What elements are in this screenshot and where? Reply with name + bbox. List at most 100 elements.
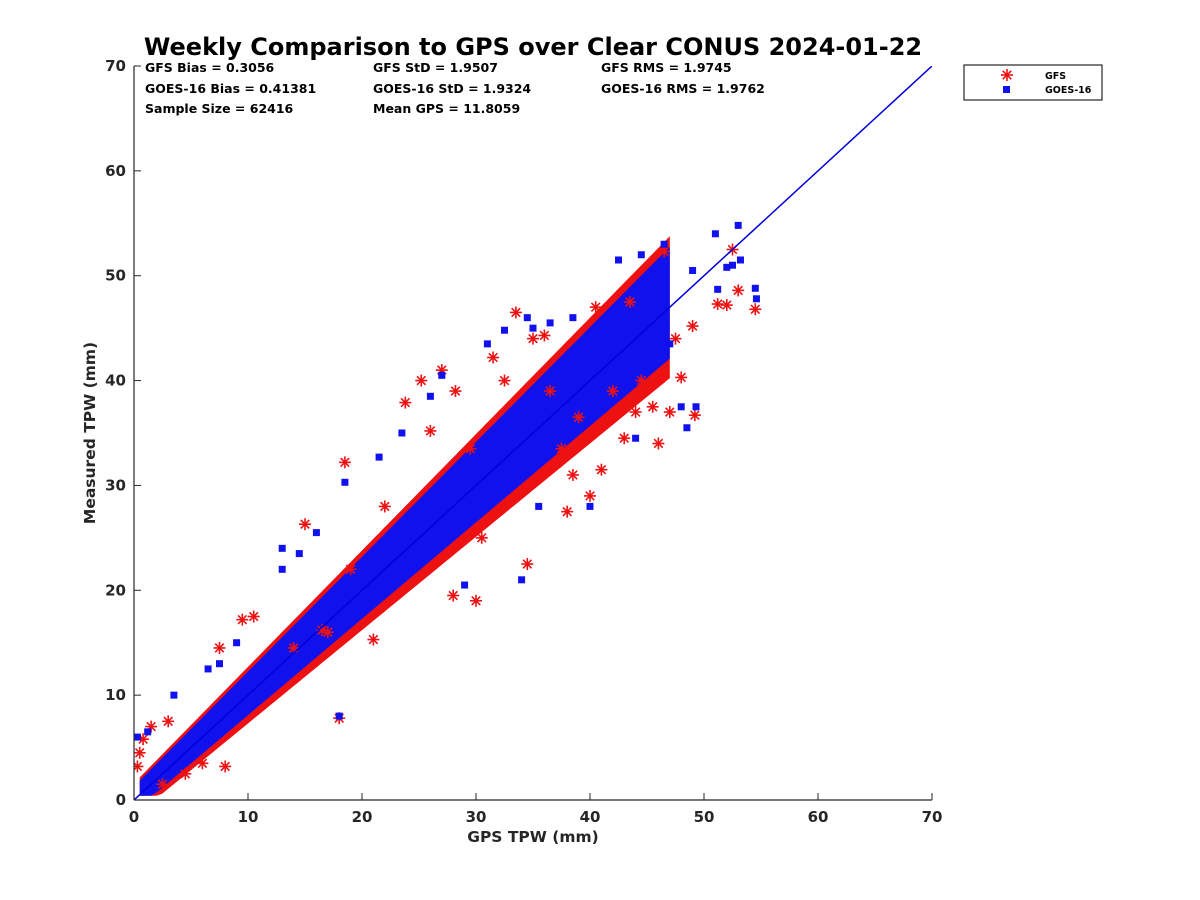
goes-point xyxy=(729,261,736,269)
gfs-point xyxy=(720,299,733,312)
stat-text: GOES-16 StD = 1.9324 xyxy=(373,81,531,96)
stat-text: Sample Size = 62416 xyxy=(145,101,294,116)
gfs-point xyxy=(555,442,568,455)
y-tick-label: 0 xyxy=(116,791,126,809)
goes-point xyxy=(751,284,759,292)
gfs-point xyxy=(399,396,412,409)
legend-box xyxy=(963,64,1103,101)
goes-point xyxy=(233,639,241,647)
gfs-point xyxy=(213,641,226,654)
chart-title: Weekly Comparison to GPS over Clear CONU… xyxy=(144,33,922,61)
stat-text: GFS RMS = 1.9745 xyxy=(601,60,732,75)
gfs-point xyxy=(487,351,500,364)
goes-point xyxy=(683,424,691,432)
stat-text: Mean GPS = 11.8059 xyxy=(373,101,520,116)
stat-text: GOES-16 Bias = 0.41381 xyxy=(145,81,316,96)
y-tick-label: 20 xyxy=(105,581,126,599)
gfs-point xyxy=(711,298,724,311)
gfs-point xyxy=(521,558,534,571)
gfs-point xyxy=(584,489,596,502)
gfs-point xyxy=(646,400,659,413)
goes-point xyxy=(649,277,657,285)
x-tick-label: 30 xyxy=(466,808,487,826)
legend-gfs-label: GFS xyxy=(1045,71,1066,82)
goes-point xyxy=(341,478,349,486)
goes-point xyxy=(666,340,674,348)
gfs-point xyxy=(447,589,460,602)
stats-block: GFS Bias = 0.3056 GFS StD = 1.9507 GFS RMS… xyxy=(145,60,765,116)
goes-point xyxy=(736,256,744,264)
y-tick-label: 70 xyxy=(105,57,126,75)
y-tick-label: 10 xyxy=(105,686,126,704)
goes-point xyxy=(692,403,700,411)
gfs-point xyxy=(299,518,311,531)
legend-gfs-marker xyxy=(1001,69,1013,81)
goes-point xyxy=(501,326,508,334)
goes-point xyxy=(134,733,141,741)
goes-point xyxy=(398,429,406,437)
gfs-point xyxy=(162,715,175,728)
goes-point xyxy=(546,319,554,327)
gfs-point xyxy=(367,633,380,646)
gfs-point xyxy=(464,442,477,455)
goes-point xyxy=(375,453,383,461)
goes-point xyxy=(278,565,286,573)
scatter-series xyxy=(134,221,762,791)
gfs-point xyxy=(134,760,144,773)
plot-area xyxy=(134,66,932,800)
goes-point xyxy=(569,314,577,322)
x-axis-ticks: 0 10 20 30 40 50 60 70 xyxy=(129,793,943,826)
gfs-point xyxy=(219,760,232,773)
gfs-point xyxy=(338,456,351,469)
goes-point xyxy=(734,221,742,229)
goes-point xyxy=(752,295,760,303)
gfs-point xyxy=(321,626,334,639)
goes-point xyxy=(711,230,719,238)
goes-point xyxy=(677,403,685,411)
goes-point xyxy=(170,691,178,699)
gfs-point xyxy=(538,329,551,342)
x-tick-label: 70 xyxy=(922,808,943,826)
goes-point xyxy=(689,266,697,274)
gfs-point xyxy=(236,613,249,626)
legend-goes-label: GOES-16 xyxy=(1045,85,1092,96)
goes-point xyxy=(632,434,640,442)
gfs-point xyxy=(572,411,585,424)
y-axis-label: Measured TPW (mm) xyxy=(81,342,99,524)
gfs-point xyxy=(663,406,676,419)
gfs-point xyxy=(595,463,608,476)
goes-point xyxy=(660,240,668,248)
goes-point xyxy=(723,263,731,271)
x-tick-label: 40 xyxy=(580,808,601,826)
gfs-point xyxy=(606,385,619,398)
goes-point xyxy=(586,502,594,510)
y-tick-label: 50 xyxy=(105,267,126,285)
x-axis-label: GPS TPW (mm) xyxy=(467,828,599,846)
y-tick-label: 30 xyxy=(105,476,126,494)
scatter-density xyxy=(139,236,670,796)
goes-point xyxy=(714,285,722,293)
gfs-point xyxy=(658,245,671,258)
goes-point xyxy=(523,314,531,322)
gfs-point xyxy=(196,757,209,770)
gfs-point xyxy=(629,406,642,419)
goes-point xyxy=(603,340,611,348)
x-tick-label: 50 xyxy=(694,808,715,826)
gfs-point xyxy=(686,320,699,333)
gfs-point xyxy=(156,778,169,791)
goes-point xyxy=(216,660,223,668)
gfs-point xyxy=(247,610,260,623)
gfs-point xyxy=(635,374,648,387)
goes-point xyxy=(144,728,152,736)
goes-point xyxy=(529,324,537,332)
gfs-point xyxy=(509,306,522,319)
gfs-point xyxy=(749,303,762,316)
gfs-point xyxy=(688,409,701,422)
gfs-point xyxy=(498,374,511,387)
stat-text: GFS Bias = 0.3056 xyxy=(145,60,275,75)
goes-point xyxy=(426,392,434,400)
goes-point xyxy=(335,712,343,720)
gfs-point xyxy=(470,594,482,607)
gfs-point xyxy=(424,424,437,437)
